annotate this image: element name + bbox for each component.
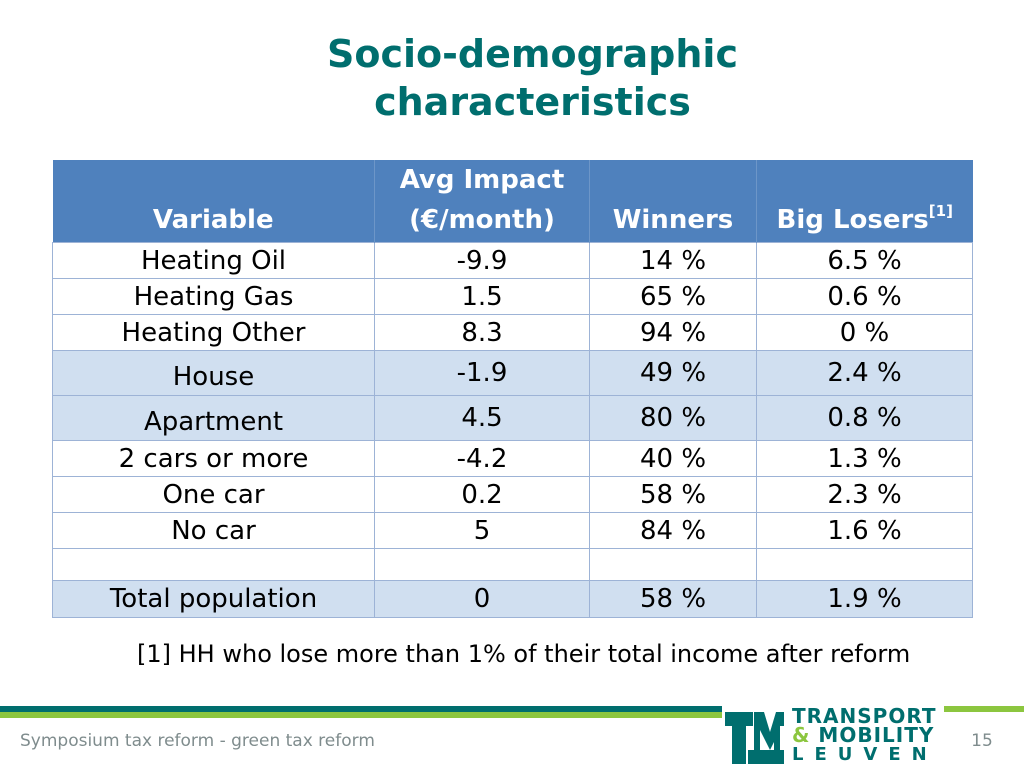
table-row: Heating Gas 1.5 65 % 0.6 %: [52, 278, 973, 315]
table-row: Apartment 4.5 80 % 0.8 %: [52, 395, 973, 441]
cell-losers: 0.6 %: [756, 278, 973, 315]
footer-divider-green-right: [944, 706, 1024, 712]
cell-variable: 2 cars or more: [52, 440, 375, 477]
cell-winners: 84 %: [589, 512, 757, 549]
table-header-row: Variable Avg Impact (€/month) Winners Bi…: [52, 160, 973, 243]
tml-monogram-icon: [725, 712, 784, 764]
cell-losers: 2.3 %: [756, 476, 973, 513]
cell-winners: 94 %: [589, 314, 757, 351]
cell-impact: -1.9: [374, 350, 590, 396]
cell-winners: 58 %: [589, 476, 757, 513]
cell-winners: 40 %: [589, 440, 757, 477]
cell-empty: [589, 548, 757, 581]
footer-divider-teal: [0, 706, 722, 712]
header-avg-impact-line2: (€/month): [409, 205, 555, 235]
cell-impact: 8.3: [374, 314, 590, 351]
header-avg-impact-line1: Avg Impact: [399, 165, 565, 195]
cell-variable: Heating Oil: [52, 242, 375, 279]
cell-losers: 1.3 %: [756, 440, 973, 477]
cell-winners: 49 %: [589, 350, 757, 396]
header-big-losers-label: Big Losers: [776, 205, 929, 235]
cell-winners: 65 %: [589, 278, 757, 315]
slide-title: Socio-demographic characteristics: [260, 30, 805, 126]
cell-empty: [52, 548, 375, 581]
header-variable: Variable: [52, 160, 375, 243]
transport-mobility-leuven-logo: TRANSPORT & MOBILITY LEUVEN: [724, 704, 946, 768]
cell-variable: Apartment: [52, 395, 375, 441]
characteristics-table: Variable Avg Impact (€/month) Winners Bi…: [52, 160, 973, 618]
logo-ampersand: &: [792, 723, 811, 747]
footer-divider-green: [0, 712, 722, 718]
cell-variable: Total population: [52, 580, 375, 618]
header-big-losers: Big Losers[1]: [756, 160, 973, 243]
cell-winners: 14 %: [589, 242, 757, 279]
footnote: [1] HH who lose more than 1% of their to…: [137, 640, 911, 668]
cell-losers: 1.6 %: [756, 512, 973, 549]
table-row: House -1.9 49 % 2.4 %: [52, 350, 973, 396]
cell-impact: -9.9: [374, 242, 590, 279]
cell-empty: [374, 548, 590, 581]
footnote-ref: [1]: [928, 202, 953, 220]
logo-line-1: TRANSPORT: [792, 704, 937, 728]
logo-line-3: LEUVEN: [792, 744, 938, 765]
cell-variable: Heating Gas: [52, 278, 375, 315]
header-winners: Winners: [589, 160, 757, 243]
cell-losers: 1.9 %: [756, 580, 973, 618]
table-row-empty: [52, 548, 973, 581]
cell-variable: Heating Other: [52, 314, 375, 351]
title-line-2: characteristics: [374, 80, 691, 124]
cell-variable: One car: [52, 476, 375, 513]
cell-losers: 6.5 %: [756, 242, 973, 279]
table-row: No car 5 84 % 1.6 %: [52, 512, 973, 549]
table-row-total: Total population 0 58 % 1.9 %: [52, 580, 973, 618]
footer-text: Symposium tax reform - green tax reform: [20, 731, 375, 751]
title-line-1: Socio-demographic: [327, 32, 738, 76]
table-row: Heating Other 8.3 94 % 0 %: [52, 314, 973, 351]
cell-empty: [756, 548, 973, 581]
header-avg-impact: Avg Impact (€/month): [374, 160, 590, 243]
page-number: 15: [971, 731, 993, 751]
table-row: Heating Oil -9.9 14 % 6.5 %: [52, 242, 973, 279]
cell-losers: 0.8 %: [756, 395, 973, 441]
cell-variable: No car: [52, 512, 375, 549]
cell-losers: 0 %: [756, 314, 973, 351]
table-row: 2 cars or more -4.2 40 % 1.3 %: [52, 440, 973, 477]
cell-impact: 0: [374, 580, 590, 618]
cell-winners: 80 %: [589, 395, 757, 441]
cell-variable: House: [52, 350, 375, 396]
table-row: One car 0.2 58 % 2.3 %: [52, 476, 973, 513]
cell-impact: -4.2: [374, 440, 590, 477]
cell-impact: 5: [374, 512, 590, 549]
cell-impact: 0.2: [374, 476, 590, 513]
logo-line-2: & MOBILITY: [792, 723, 934, 747]
logo-line-2-text: MOBILITY: [818, 723, 935, 747]
cell-impact: 4.5: [374, 395, 590, 441]
cell-winners: 58 %: [589, 580, 757, 618]
cell-losers: 2.4 %: [756, 350, 973, 396]
cell-impact: 1.5: [374, 278, 590, 315]
